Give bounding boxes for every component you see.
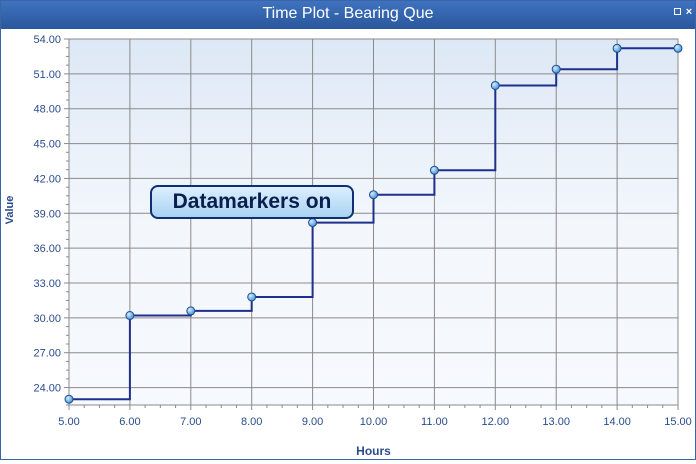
y-tick-label: 45.00 bbox=[33, 139, 61, 151]
title-bar[interactable]: Time Plot - Bearing Que × bbox=[1, 1, 695, 29]
y-tick-label: 51.00 bbox=[33, 69, 61, 81]
restore-icon[interactable] bbox=[672, 7, 682, 17]
data-marker[interactable] bbox=[309, 219, 317, 227]
x-tick-label: 6.00 bbox=[119, 416, 140, 428]
x-tick-label: 8.00 bbox=[241, 416, 262, 428]
time-plot-chart: 5.00 6.00 7.00 8.00 9.00 10.00 11.00 12.00 13.00… bbox=[1, 29, 695, 459]
datamarkers-callout: Datamarkers on bbox=[150, 185, 354, 219]
y-tick-label: 39.00 bbox=[33, 208, 61, 220]
x-tick-label: 9.00 bbox=[302, 416, 323, 428]
data-marker[interactable] bbox=[65, 395, 73, 403]
window-title: Time Plot - Bearing Que bbox=[1, 5, 695, 23]
data-marker[interactable] bbox=[126, 312, 134, 320]
y-tick-label: 33.00 bbox=[33, 278, 61, 290]
y-tick-label: 36.00 bbox=[33, 243, 61, 255]
data-marker[interactable] bbox=[613, 44, 621, 52]
data-marker[interactable] bbox=[370, 191, 378, 199]
data-marker[interactable] bbox=[491, 81, 499, 89]
x-tick-label: 13.00 bbox=[542, 416, 570, 428]
x-tick-label: 11.00 bbox=[421, 416, 448, 428]
y-tick-label: 48.00 bbox=[33, 104, 61, 116]
data-marker[interactable] bbox=[430, 166, 438, 174]
y-tick-label: 54.00 bbox=[33, 34, 61, 46]
chart-area: 5.00 6.00 7.00 8.00 9.00 10.00 11.00 12.00 13.00… bbox=[1, 29, 695, 459]
x-tick-label: 12.00 bbox=[482, 416, 510, 428]
y-tick-label: 27.00 bbox=[33, 348, 61, 360]
data-marker[interactable] bbox=[674, 44, 682, 52]
y-tick-label: 42.00 bbox=[33, 173, 61, 185]
x-tick-label: 14.00 bbox=[603, 416, 631, 428]
x-tick-label: 7.00 bbox=[180, 416, 201, 428]
y-tick-label: 24.00 bbox=[33, 383, 61, 395]
data-marker[interactable] bbox=[248, 293, 256, 301]
y-axis-title: Value bbox=[4, 196, 16, 225]
y-tick-label: 30.00 bbox=[33, 313, 61, 325]
x-tick-label: 10.00 bbox=[360, 416, 388, 428]
close-icon[interactable]: × bbox=[684, 7, 694, 17]
data-marker[interactable] bbox=[187, 307, 195, 315]
data-marker[interactable] bbox=[552, 65, 560, 73]
x-tick-label: 5.00 bbox=[58, 416, 79, 428]
x-axis-title: Hours bbox=[356, 444, 391, 458]
x-tick-label: 15.00 bbox=[664, 416, 692, 428]
